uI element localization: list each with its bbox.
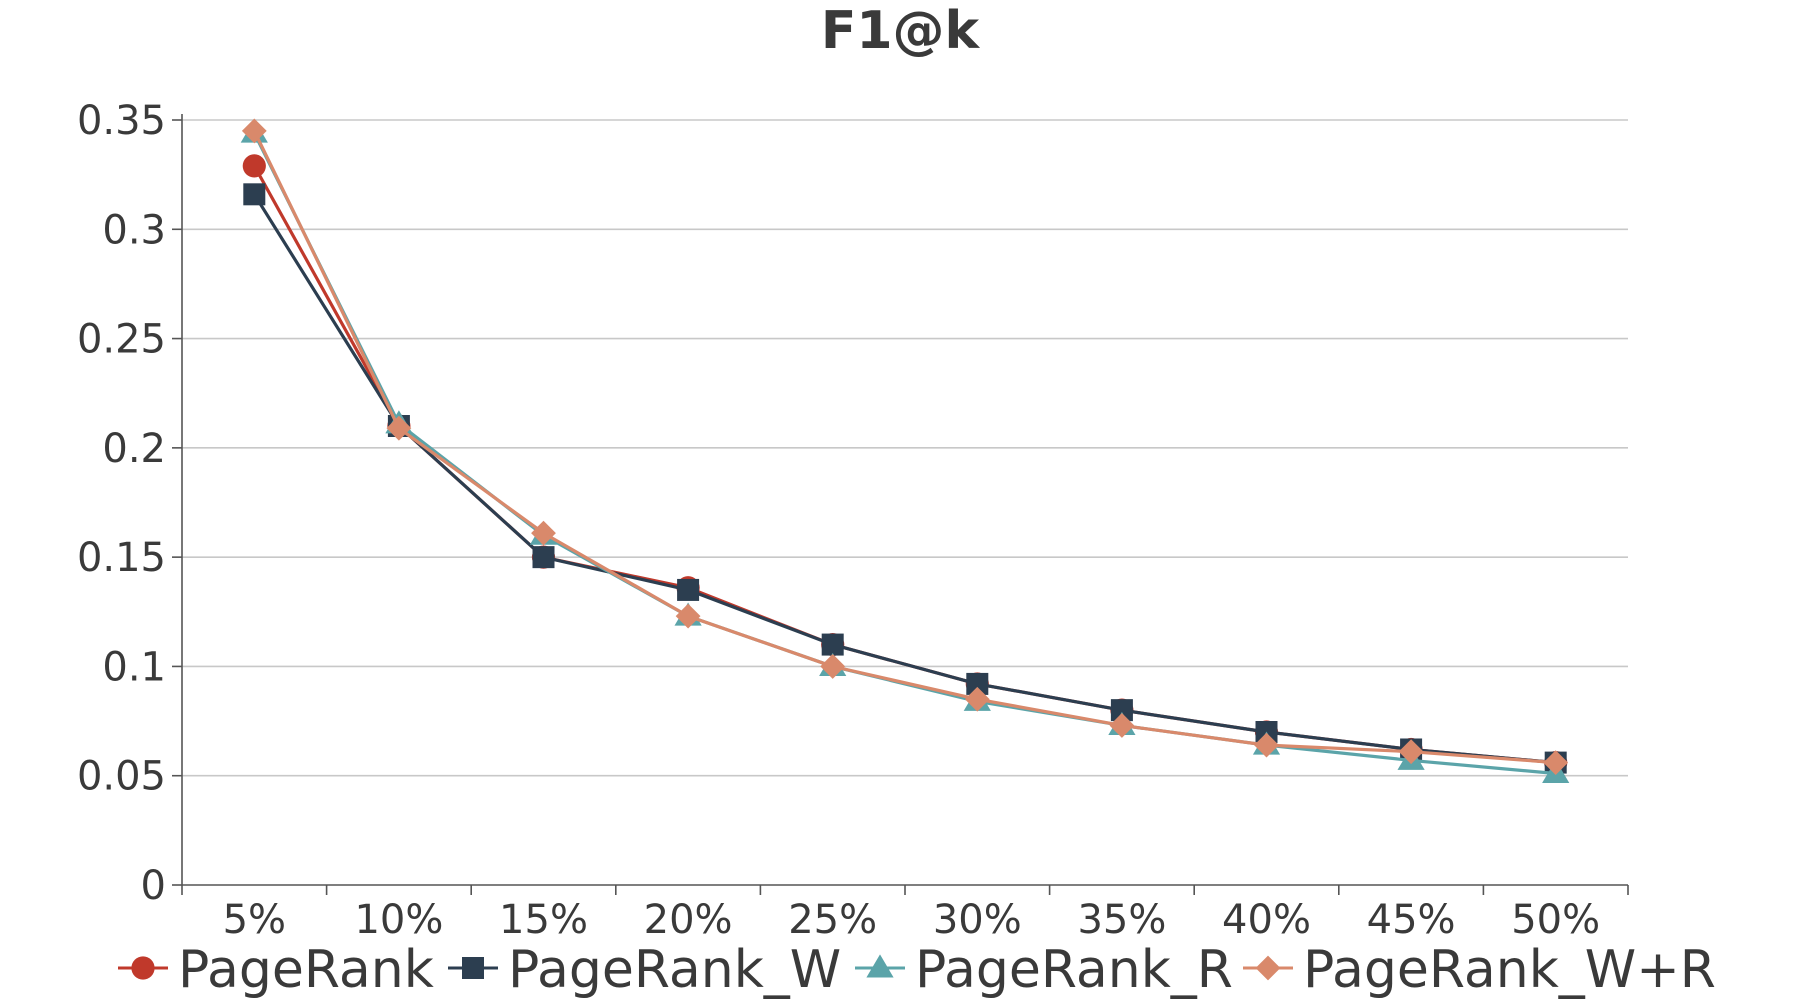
axes: 0 0.05 0.1 0.15 0.2 0.25 0.3 0.35 5% 10% 15% 20% 25%…: [77, 98, 1629, 943]
data-point: [243, 183, 266, 206]
data-point: [966, 672, 989, 695]
legend-marker: [131, 956, 155, 980]
legend: PageRank PageRank_W PageRank_R PageRank_W+R: [118, 940, 1716, 1000]
legend-marker: [1255, 955, 1281, 981]
legend-item: PageRank: [118, 940, 434, 1000]
series-group: [240, 118, 1570, 784]
x-tick-label: 40%: [1222, 897, 1311, 943]
legend-label: PageRank_W: [508, 940, 841, 1000]
data-point: [531, 520, 556, 546]
x-tick-label: 45%: [1367, 897, 1456, 943]
y-tick-label: 0: [141, 863, 166, 909]
data-point: [532, 546, 555, 569]
legend-item: PageRank_R: [855, 940, 1233, 1000]
grid: [182, 119, 1628, 777]
x-tick-label: 30%: [933, 897, 1022, 943]
data-point: [1543, 750, 1569, 775]
x-tick-label: 25%: [788, 897, 877, 943]
y-tick-label: 0.2: [102, 426, 166, 472]
legend-label: PageRank: [178, 940, 434, 1000]
legend-marker: [462, 957, 484, 979]
data-point: [242, 154, 266, 178]
y-tick-label: 0.3: [102, 207, 166, 253]
x-tick-label: 10%: [354, 897, 443, 943]
legend-label: PageRank_W+R: [1303, 940, 1716, 1000]
data-point: [1109, 713, 1135, 738]
data-point: [1110, 699, 1133, 722]
series-line: [252, 130, 1556, 765]
data-point: [964, 686, 990, 712]
legend-label: PageRank_R: [915, 940, 1233, 1000]
data-point: [386, 415, 412, 441]
data-point: [1254, 732, 1279, 758]
x-tick-label: 35%: [1077, 897, 1166, 943]
x-tick-label: 15%: [499, 897, 588, 943]
series-line: [252, 193, 1556, 765]
y-tick-label: 0.1: [102, 644, 166, 690]
series-pagerank-w-r: [241, 118, 1569, 775]
data-point: [675, 603, 701, 629]
legend-item: PageRank_W+R: [1243, 940, 1716, 1000]
x-tick-label: 20%: [644, 897, 733, 943]
data-point: [677, 578, 700, 601]
y-tick-label: 0.25: [77, 317, 166, 363]
x-tick-label: 5%: [223, 897, 286, 943]
y-tick-label: 0.05: [77, 754, 166, 800]
data-point: [820, 654, 846, 679]
x-tick-label: 50%: [1511, 897, 1600, 943]
legend-item: PageRank_W: [448, 940, 841, 1000]
data-point: [241, 118, 267, 144]
y-tick-label: 0.15: [77, 535, 166, 581]
y-tick-label: 0.35: [77, 98, 166, 144]
legend-marker: [866, 954, 894, 978]
chart-title: F1@k: [821, 1, 981, 61]
data-point: [1398, 739, 1424, 765]
data-point: [821, 633, 844, 656]
